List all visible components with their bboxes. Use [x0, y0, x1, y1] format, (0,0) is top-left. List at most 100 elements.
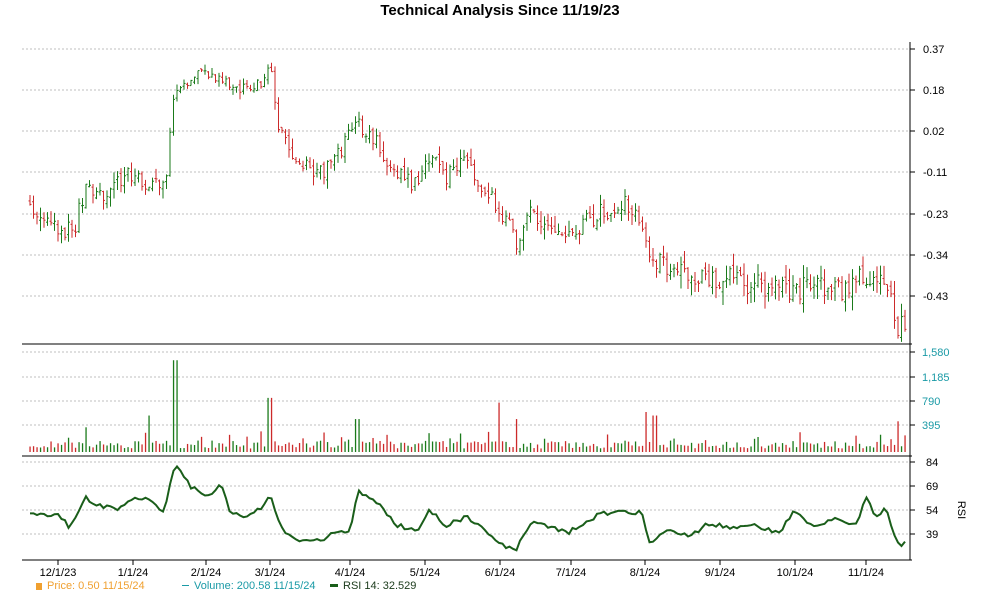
volume-bar — [382, 443, 385, 452]
volume-bar — [571, 447, 574, 452]
date-tick-label: 7/1/24 — [556, 567, 587, 579]
volume-bar — [267, 397, 269, 452]
volume-bar — [239, 446, 241, 452]
volume-bar — [547, 442, 549, 452]
volume-bar — [641, 445, 644, 452]
volume-bar — [869, 446, 871, 452]
volume-bar — [309, 447, 311, 452]
volume-bar — [291, 444, 294, 452]
volume-bar — [389, 441, 392, 452]
volume-bar — [442, 441, 444, 452]
volume-bar — [575, 442, 577, 452]
volume-bar — [169, 445, 171, 452]
volume-bar — [330, 447, 332, 452]
volume-bar — [865, 446, 868, 452]
volume-bar — [95, 444, 98, 452]
volume-bar — [186, 443, 189, 452]
volume-bar — [459, 433, 462, 452]
volume-bar — [232, 441, 234, 452]
date-tick-label: 6/1/24 — [485, 567, 516, 579]
volume-bar — [71, 442, 73, 452]
volume-bar — [697, 443, 700, 452]
volume-bar — [60, 444, 63, 452]
volume-bar — [851, 446, 854, 452]
volume-bar — [288, 442, 290, 452]
volume-bar — [557, 442, 560, 452]
volume-bar — [438, 442, 441, 452]
volume-bar — [529, 442, 532, 452]
volume-bar — [32, 446, 35, 452]
volume-bar — [190, 444, 192, 452]
volume-bar — [634, 441, 637, 452]
volume-bar — [449, 438, 451, 452]
volume-bar — [655, 415, 658, 452]
volume-bar — [799, 432, 801, 452]
volume-bar — [456, 441, 458, 452]
volume-legend-swatch — [182, 585, 189, 586]
volume-bar — [326, 442, 329, 452]
volume-bar — [750, 446, 752, 452]
volume-bar — [74, 447, 77, 452]
volume-bar — [165, 440, 168, 452]
price-tick-label: 0.37 — [923, 44, 944, 56]
volume-bar — [739, 447, 742, 452]
volume-bar — [725, 441, 728, 452]
volume-bar — [78, 442, 80, 452]
price-tick-label: -0.11 — [923, 167, 947, 179]
volume-bar — [858, 443, 861, 452]
volume-bar — [81, 443, 84, 452]
volume-bar — [375, 443, 378, 452]
volume-bar — [620, 443, 623, 452]
volume-bar — [508, 447, 511, 452]
volume-bar — [151, 442, 154, 452]
volume-bar — [494, 441, 497, 452]
volume-bar — [753, 438, 756, 452]
volume-bar — [221, 443, 224, 452]
volume-bar — [578, 446, 581, 452]
volume-bar — [732, 447, 735, 452]
date-tick-label: 5/1/24 — [410, 567, 441, 579]
volume-bar — [281, 445, 283, 452]
volume-bar — [218, 443, 220, 452]
legend-rsi-label: RSI 14: 32.529 — [343, 580, 417, 592]
volume-bar — [617, 443, 619, 452]
volume-bar — [872, 447, 875, 452]
volume-bar — [155, 440, 157, 452]
volume-bar — [333, 447, 336, 452]
volume-bar — [337, 445, 339, 452]
rsi-line — [30, 464, 906, 552]
volume-bar — [736, 442, 738, 452]
volume-bar — [533, 448, 535, 452]
volume-bar — [767, 445, 770, 452]
volume-bar — [774, 442, 777, 452]
volume-bar — [120, 445, 122, 452]
price-tick-label: -0.23 — [923, 209, 948, 221]
volume-bar — [67, 437, 70, 452]
volume-bar — [466, 442, 469, 452]
volume-bar — [564, 441, 567, 452]
volume-bar — [501, 441, 504, 452]
volume-bar — [204, 447, 206, 452]
volume-bar — [561, 446, 563, 452]
volume-bar — [403, 442, 406, 452]
volume-bar — [361, 441, 364, 452]
date-tick-label: 3/1/24 — [255, 567, 286, 579]
volume-bar — [470, 442, 472, 452]
volume-bar — [246, 436, 248, 452]
volume-bar — [141, 444, 143, 452]
rsi-legend-swatch — [330, 584, 338, 587]
volume-bar — [99, 441, 101, 452]
volume-bar — [417, 443, 420, 452]
volume-tick-label: 1,580 — [922, 347, 950, 359]
volume-bar — [715, 445, 717, 452]
volume-bar — [540, 448, 542, 452]
volume-bar — [771, 444, 773, 452]
volume-bar — [837, 448, 840, 452]
volume-bar — [46, 447, 49, 452]
volume-bar — [795, 447, 798, 452]
volume-bar — [613, 442, 616, 452]
volume-bar — [778, 446, 780, 452]
volume-bar — [718, 448, 721, 452]
volume-bar — [498, 402, 500, 452]
